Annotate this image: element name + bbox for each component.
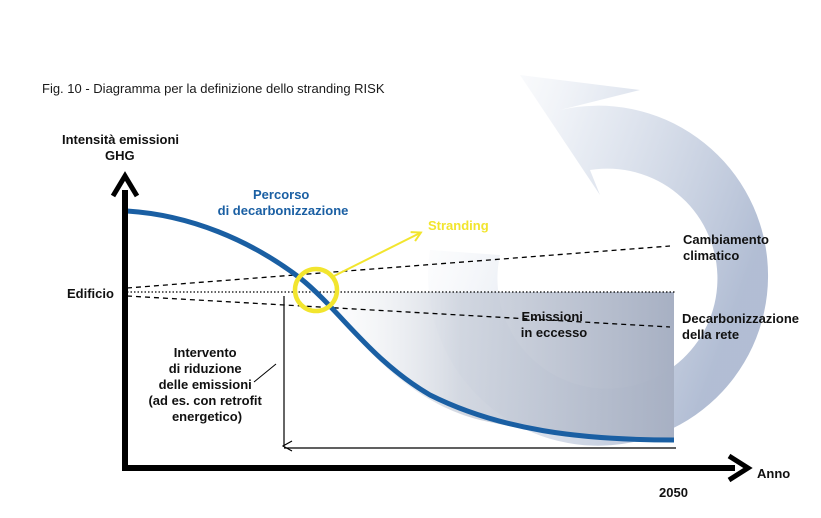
y-axis [110,171,140,470]
stranding-point-marker [292,266,340,314]
y-axis-label: Intensità emissioni GHG [62,132,183,163]
edificio-label: Edificio [67,286,114,301]
figure-caption: Fig. 10 - Diagramma per la definizione d… [42,81,385,96]
excess-emissions-area [318,292,674,440]
excess-emissions-label: Emissioni in eccesso [521,309,588,340]
intervention-leader [253,363,277,383]
stranding-arrow [333,233,420,277]
stranding-label: Stranding [428,218,489,233]
x-axis-label: Anno [757,466,790,481]
grid-decarbonisation-label: Decarbonizzazione della rete [682,311,803,342]
intervention-label: Intervento di riduzione delle emissioni … [148,345,265,424]
decarbonisation-pathway-curve [126,208,675,443]
x-axis [122,453,753,483]
pathway-label: Percorso di decarbonizzazione [218,187,349,218]
x-tick-2050: 2050 [659,485,688,500]
climate-change-line [126,245,671,289]
grid-decarbonisation-line [126,295,671,328]
climate-change-label: Cambiamento climatico [683,232,773,263]
